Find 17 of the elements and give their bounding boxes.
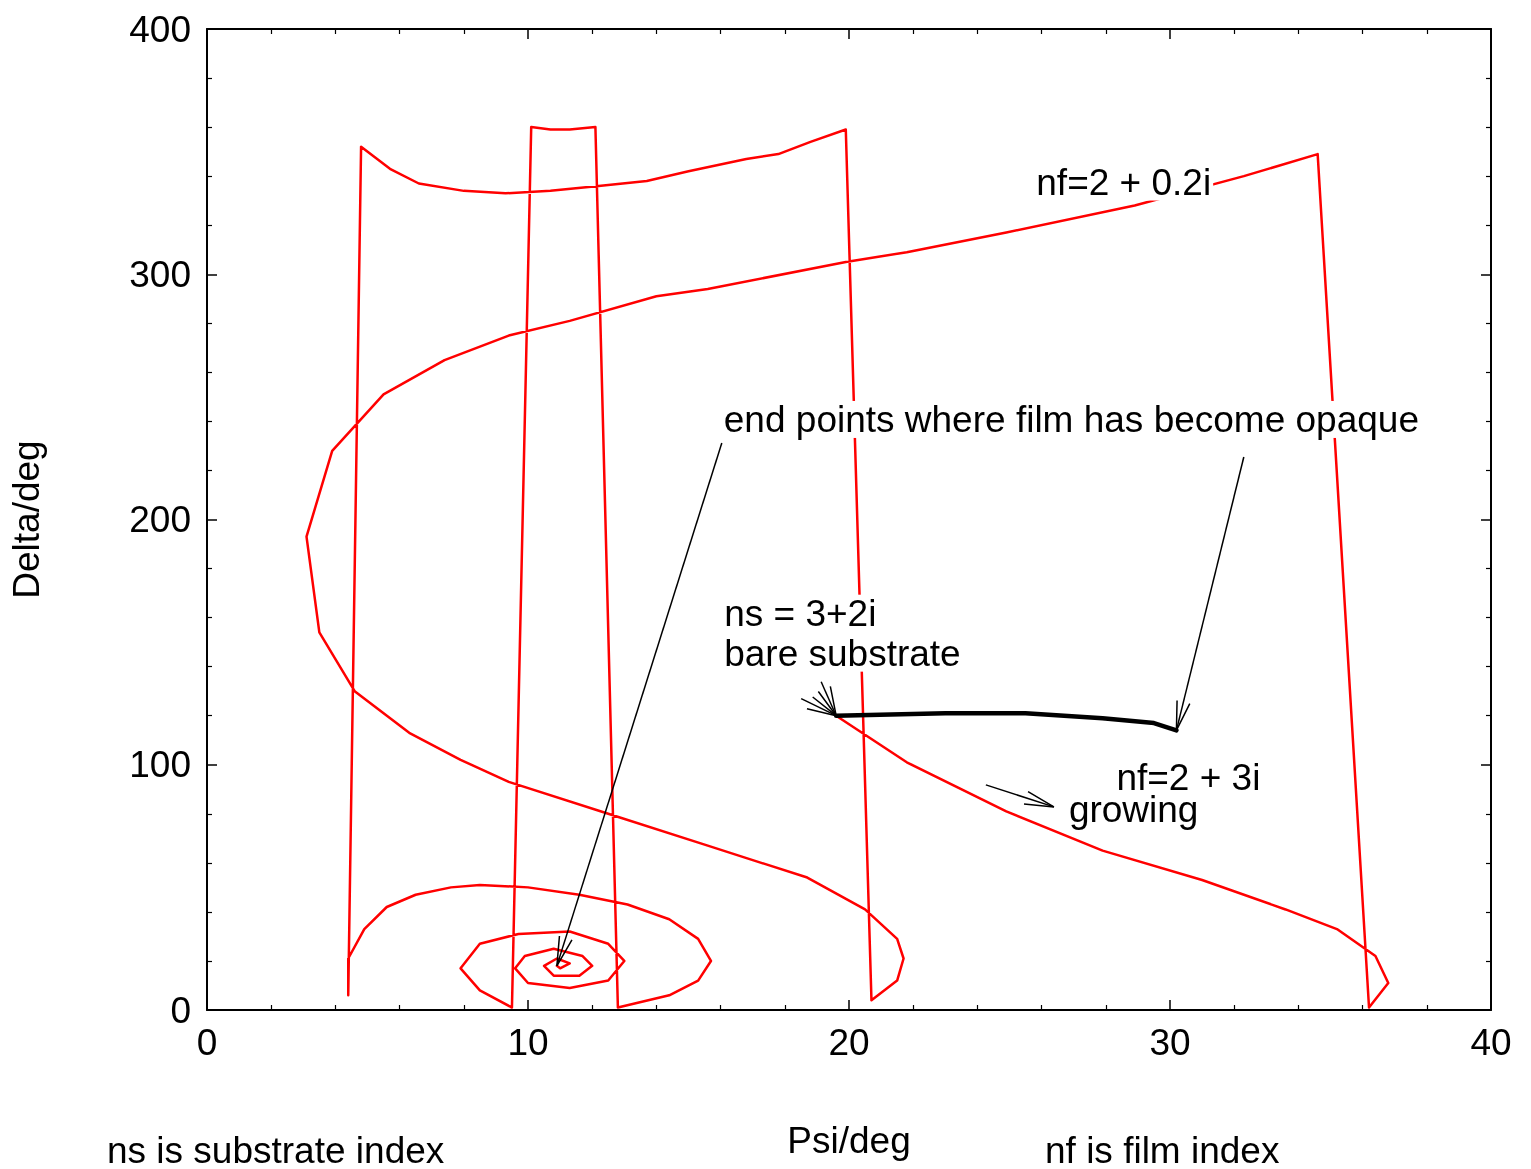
annotation: ns = 3+2i bare substrate xyxy=(724,592,961,674)
y-tick-label: 300 xyxy=(129,253,191,295)
y-tick-label: 0 xyxy=(170,989,191,1031)
text: ns is substrate index xyxy=(107,1130,445,1169)
y-tick-label: 100 xyxy=(129,744,191,786)
x-tick-label: 30 xyxy=(1149,1022,1191,1063)
series-label: nf=2 + 0.2i xyxy=(1036,161,1212,203)
x-axis-title: Psi/deg xyxy=(787,1120,911,1161)
text: nf is film index xyxy=(1045,1130,1280,1169)
x-tick-label: 10 xyxy=(507,1022,549,1063)
y-tick-label: 200 xyxy=(129,499,191,540)
annotation: end points where film has become opaque xyxy=(723,398,1420,440)
x-tick-label: 0 xyxy=(196,1022,218,1063)
x-tick-label: 20 xyxy=(828,1022,870,1063)
y-axis-title: Delta/deg xyxy=(6,440,47,599)
y-tick-label: 400 xyxy=(129,8,191,50)
x-tick-label: 40 xyxy=(1470,1022,1512,1063)
